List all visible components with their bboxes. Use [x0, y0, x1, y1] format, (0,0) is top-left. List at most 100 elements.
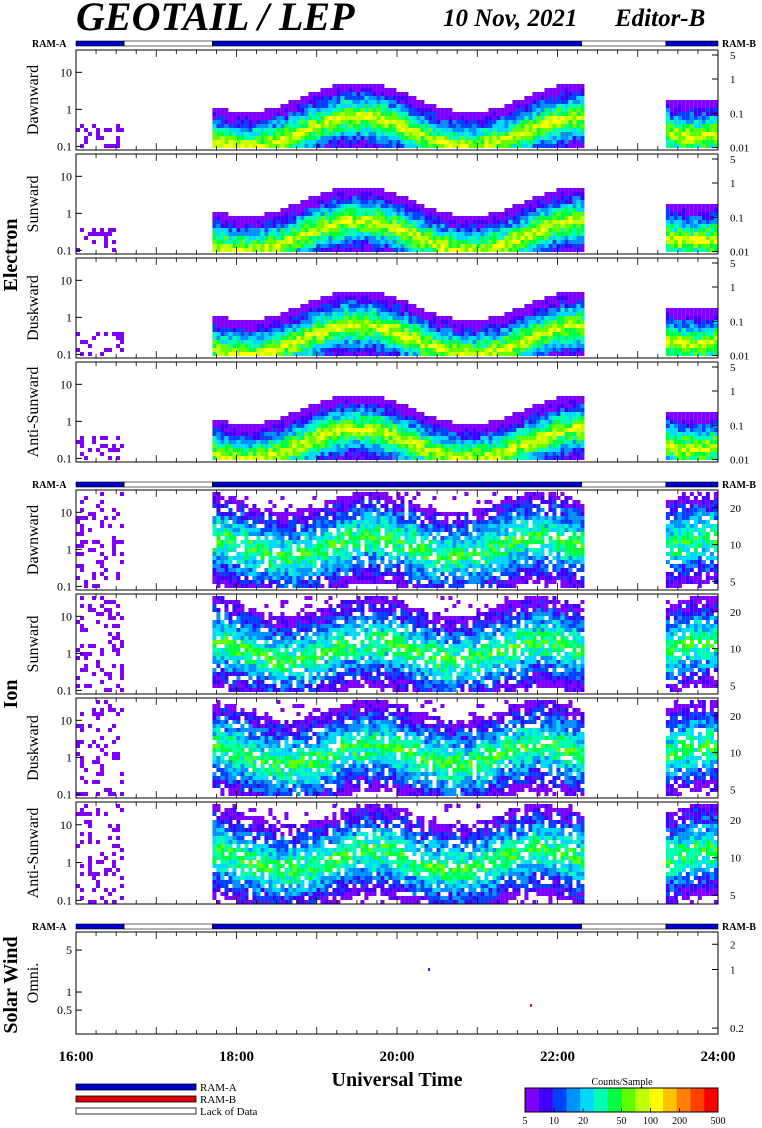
spectrogram-cell — [248, 116, 253, 120]
spectrogram-cell — [400, 128, 405, 132]
spectrogram-cell — [324, 204, 329, 208]
spectrogram-cell — [316, 244, 321, 248]
spectrogram-cell — [320, 424, 325, 428]
spectrogram-cell — [464, 228, 469, 232]
spectrogram-cell — [288, 336, 293, 340]
spectrogram-cell — [364, 216, 369, 220]
spectrogram-cell — [552, 88, 557, 92]
spectrogram-cell — [580, 308, 585, 312]
spectrogram-cell — [536, 144, 541, 148]
spectrogram-cell — [268, 108, 273, 112]
spectrogram-cell — [320, 332, 325, 336]
spectrogram-cell — [701, 212, 706, 216]
spectrogram-cell — [560, 120, 565, 124]
spectrogram-cell — [544, 208, 549, 212]
spectrogram-cell — [564, 332, 569, 336]
spectrogram-cell — [408, 324, 413, 328]
spectrogram-cell — [436, 220, 441, 224]
spectrogram-cell — [476, 132, 481, 136]
spectrogram-cell — [528, 344, 533, 348]
spectrogram-cell — [488, 112, 493, 116]
spectrogram-cell — [580, 332, 585, 336]
spectrogram-cell — [300, 308, 305, 312]
spectrogram-cell — [308, 248, 313, 252]
spectrogram-cell — [360, 104, 365, 108]
spectrogram-cell — [348, 428, 353, 432]
spectrogram-cell — [448, 236, 453, 240]
spectrogram-cell — [324, 140, 329, 144]
spectrogram-cell — [312, 320, 317, 324]
spectrogram-cell — [693, 116, 698, 120]
spectrogram-cell — [236, 112, 241, 116]
spectrogram-cell — [320, 340, 325, 344]
spectrogram-cell — [372, 144, 377, 148]
spectrogram-cell — [400, 112, 405, 116]
spectrogram-cell — [456, 236, 461, 240]
spectrogram-cell — [216, 444, 221, 448]
spectrogram-cell — [428, 124, 433, 128]
spectrogram-cell — [705, 244, 710, 248]
spectrogram-cell — [396, 220, 401, 224]
spectrogram-cell — [697, 108, 702, 112]
spectrogram-cell — [336, 84, 341, 88]
spectrogram-cell — [392, 444, 397, 448]
spectrogram-cell — [380, 436, 385, 440]
spectrogram-cell — [416, 128, 421, 132]
spectrogram-cell — [364, 92, 369, 96]
spectrogram-cell — [408, 320, 413, 324]
spectrogram-cell — [396, 348, 401, 352]
spectrogram-cell — [284, 224, 289, 228]
spectrogram-cell — [376, 408, 381, 412]
spectrogram-cell — [673, 144, 678, 148]
spectrogram-cell — [492, 216, 497, 220]
spectrogram-cell — [460, 244, 465, 248]
spectrogram-cell — [348, 340, 353, 344]
spectrogram-cell — [464, 216, 469, 220]
spectrogram-cell — [665, 312, 670, 316]
spectrogram-cell — [356, 424, 361, 428]
spectrogram-cell — [384, 300, 389, 304]
spectrogram-cell — [328, 124, 333, 128]
spectrogram-cell — [92, 232, 96, 236]
spectrogram-cell — [488, 232, 493, 236]
spectrogram-cell — [300, 132, 305, 136]
spectrogram-cell — [376, 88, 381, 92]
spectrogram-cell — [116, 336, 120, 340]
spectrogram-cell — [280, 104, 285, 108]
spectrogram-cell — [701, 332, 706, 336]
spectrogram-cell — [713, 324, 718, 328]
spectrogram-cell — [288, 240, 293, 244]
spectrogram-cell — [400, 140, 405, 144]
spectrogram-cell — [400, 196, 405, 200]
spectrogram-cell — [364, 432, 369, 436]
spectrogram-cell — [424, 340, 429, 344]
spectrogram-cell — [348, 204, 353, 208]
spectrogram-cell — [416, 312, 421, 316]
spectrogram-cell — [524, 128, 529, 132]
spectrogram-cell — [212, 452, 217, 456]
spectrogram-cell — [689, 352, 694, 356]
spectrogram-cell — [336, 248, 341, 252]
spectrogram-cell — [436, 240, 441, 244]
spectrogram-cell — [504, 312, 509, 316]
spectrogram-cell — [488, 212, 493, 216]
spectrogram-cell — [448, 316, 453, 320]
spectrogram-cell — [236, 344, 241, 348]
spectrogram-cell — [316, 96, 321, 100]
spectrogram-cell — [232, 328, 237, 332]
spectrogram-cell — [420, 208, 425, 212]
spectrogram-cell — [312, 416, 317, 420]
spectrogram-cell — [709, 216, 714, 220]
spectrogram-cell — [248, 244, 253, 248]
spectrogram-cell — [677, 124, 682, 128]
spectrogram-cell — [564, 244, 569, 248]
spectrogram-cell — [364, 140, 369, 144]
spectrogram-cell — [564, 248, 569, 252]
spectrogram-cell — [488, 228, 493, 232]
spectrogram-cell — [240, 144, 245, 148]
spectrogram-cell — [228, 136, 233, 140]
spectrogram-cell — [508, 248, 513, 252]
spectrogram-cell — [504, 212, 509, 216]
spectrogram-cell — [400, 108, 405, 112]
spectrogram-cell — [368, 400, 373, 404]
